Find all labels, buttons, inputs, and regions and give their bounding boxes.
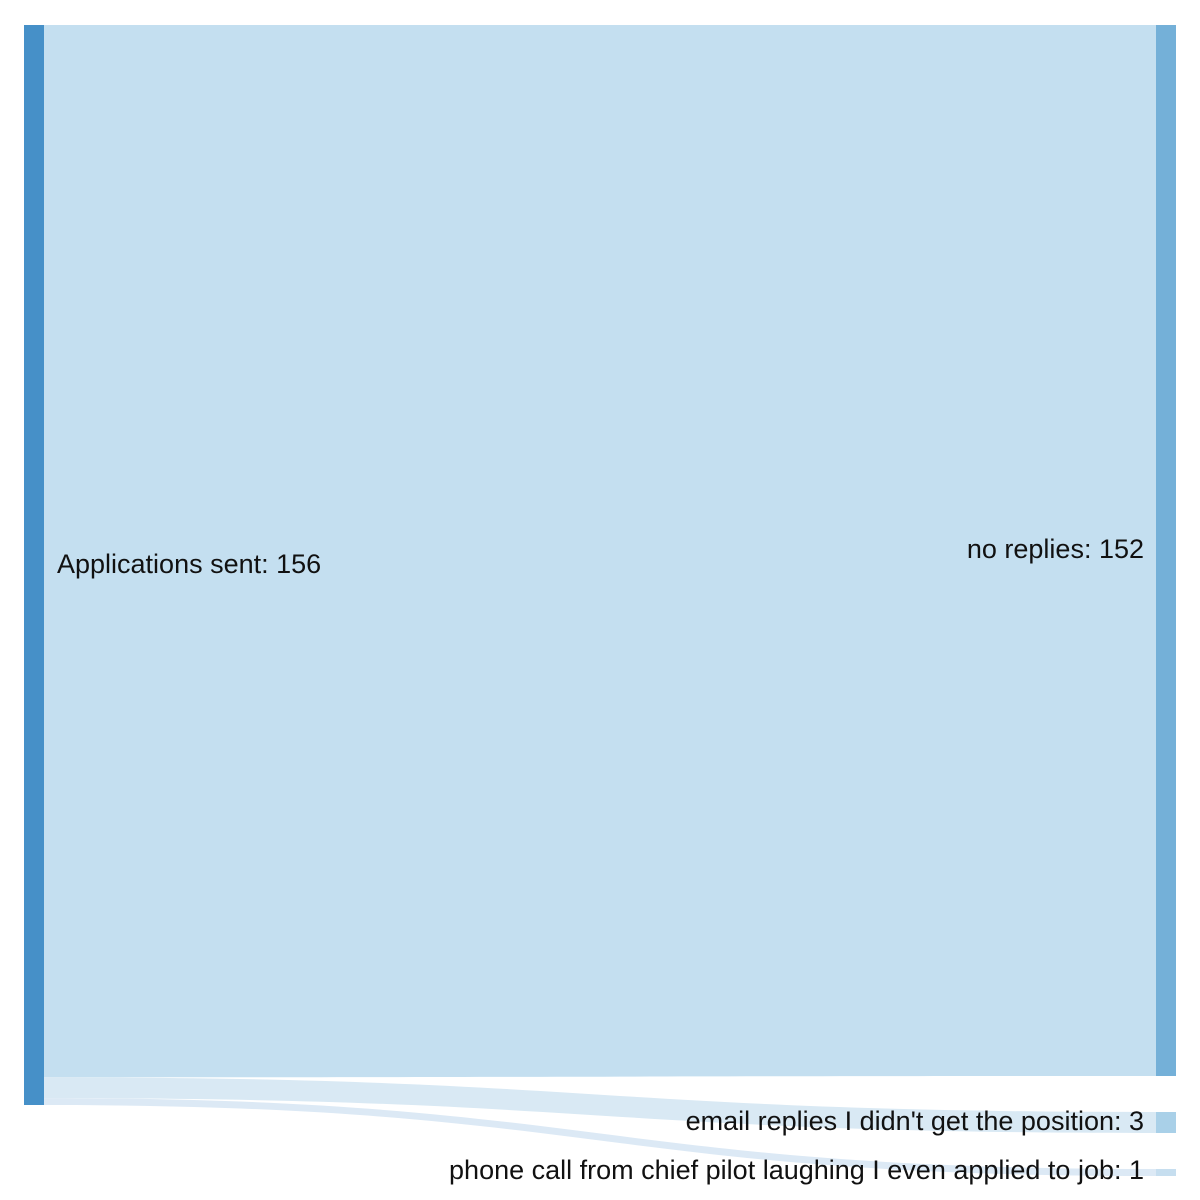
- link-to-email-replies: [44, 1077, 1156, 1133]
- label-phone-call: phone call from chief pilot laughing I e…: [449, 1155, 1144, 1185]
- nodes-layer: [24, 25, 1176, 1176]
- link-to-phone-call: [44, 1098, 1156, 1176]
- labels-layer: Applications sent: 156 no replies: 152 e…: [57, 534, 1144, 1185]
- link-to-no-replies: [44, 25, 1156, 1078]
- node-email-replies: [1156, 1112, 1176, 1133]
- label-applications-sent: Applications sent: 156: [57, 549, 321, 579]
- label-no-replies: no replies: 152: [967, 534, 1144, 564]
- node-no-replies: [1156, 25, 1176, 1076]
- node-applications-sent: [24, 25, 44, 1105]
- node-phone-call: [1156, 1169, 1176, 1176]
- label-email-replies: email replies I didn't get the position:…: [686, 1106, 1144, 1136]
- links-layer: [44, 25, 1156, 1176]
